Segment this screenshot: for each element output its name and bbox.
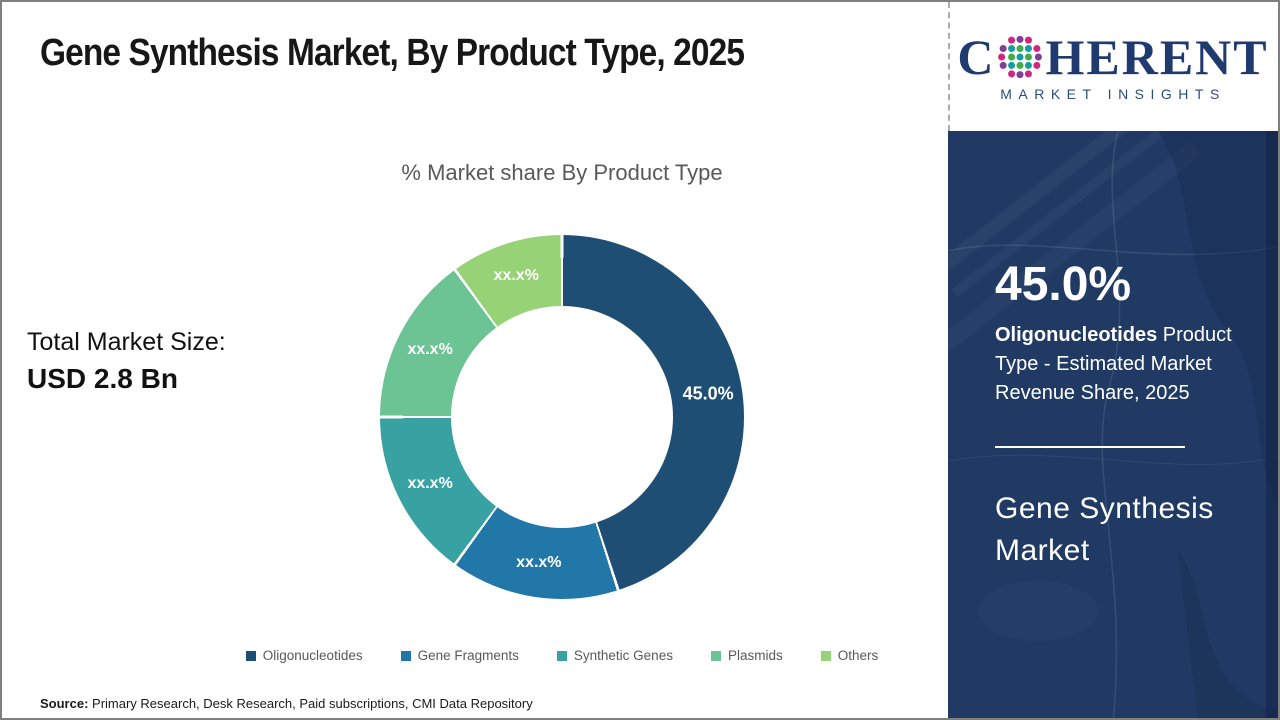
chart-legend: Oligonucleotides Gene Fragments Synthetic …: [152, 648, 972, 663]
logo-word: HERENT: [1045, 28, 1269, 85]
dashed-divider: [948, 2, 950, 131]
slice-label-others: xx.x%: [493, 267, 539, 285]
chart-title: % Market share By Product Type: [401, 160, 723, 185]
legend-item-synthetic-genes: Synthetic Genes: [556, 648, 673, 663]
slice-label-plasmids: xx.x%: [407, 340, 453, 358]
right-sidebar: 45.0% Oligonucleotides Product Type - Es…: [948, 131, 1278, 718]
legend-label: Gene Fragments: [417, 648, 519, 663]
sidebar-divider: [995, 446, 1185, 448]
stat-description-rest: Product Type - Estimated Market Revenue …: [995, 324, 1232, 404]
highlight-stat-value: 45.0%: [995, 258, 1132, 311]
donut-hole: [451, 306, 673, 528]
slice-label-gene-fragments: xx.x%: [516, 554, 562, 572]
legend-label: Plasmids: [727, 648, 783, 663]
source-line: Source: Primary Research, Desk Research,…: [40, 696, 533, 711]
legend-label: Synthetic Genes: [573, 648, 673, 663]
highlight-stat-description: Oligonucleotides Product Type - Estimate…: [995, 321, 1252, 408]
legend-swatch: [820, 650, 831, 661]
report-title: Gene Synthesis Market: [995, 492, 1214, 567]
legend-swatch: [245, 650, 256, 661]
company-logo: C HERENT MARKET INSIGHTS: [952, 2, 1274, 131]
slice-label-oligonucleotides: 45.0%: [682, 383, 734, 404]
legend-item-others: Others: [820, 648, 879, 663]
slice-label-synthetic-genes: xx.x%: [407, 475, 453, 493]
world-map-pattern: [948, 131, 1278, 718]
legend-label: Others: [837, 648, 879, 663]
source-label: Source:: [40, 696, 89, 711]
legend-label: Oligonucleotides: [262, 648, 363, 663]
legend-swatch: [710, 650, 721, 661]
total-market-size-label: Total Market Size:: [27, 328, 226, 356]
legend-swatch: [400, 650, 411, 661]
stat-description-highlight: Oligonucleotides: [995, 324, 1158, 346]
legend-item-oligonucleotides: Oligonucleotides: [245, 648, 363, 663]
total-market-size: Total Market Size: USD 2.8 Bn: [27, 328, 226, 395]
donut-chart: 45.0% xx.x% xx.x% xx.x% xx.x%: [380, 235, 744, 599]
legend-item-plasmids: Plasmids: [710, 648, 783, 663]
legend-item-gene-fragments: Gene Fragments: [400, 648, 519, 663]
total-market-size-value: USD 2.8 Bn: [27, 363, 178, 394]
page-title: Gene Synthesis Market, By Product Type, …: [40, 32, 745, 74]
legend-swatch: [556, 650, 567, 661]
logo-tagline: MARKET INSIGHTS: [1000, 85, 1226, 102]
source-text: Primary Research, Desk Research, Paid su…: [88, 696, 533, 711]
logo-letter-c: C: [957, 28, 996, 85]
globe-icon: [998, 35, 1043, 78]
